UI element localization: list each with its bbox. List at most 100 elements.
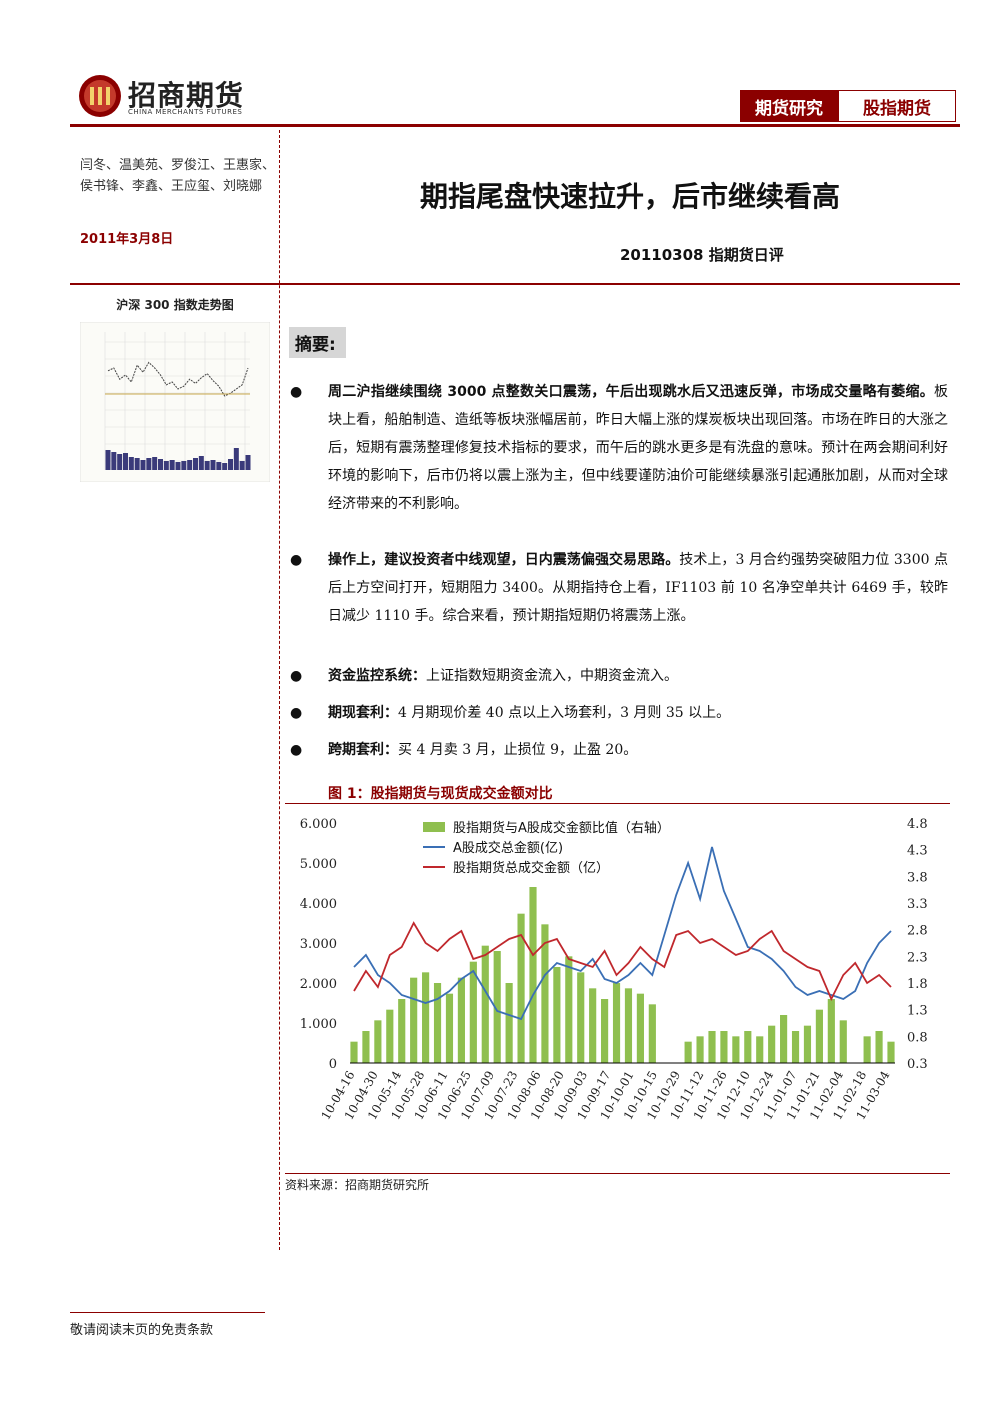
right-axis-tick-label: 1.3 [907, 1004, 928, 1019]
report-title: 期指尾盘快速拉升，后市继续看高 [419, 180, 840, 213]
mini-volume-bar [152, 457, 158, 470]
ratio-bar [398, 999, 406, 1063]
ratio-bar [815, 1009, 823, 1063]
ratio-bar [517, 913, 525, 1063]
summary-paragraph-strategy: 操作上，建议投资者中线观望，日内震荡偏强交易思路。技术上，3 月合约强势突破阻力… [328, 546, 948, 630]
ratio-bar [553, 967, 561, 1063]
mini-volume-bar [181, 461, 187, 470]
ratio-bar [541, 924, 549, 1063]
ratio-bar [720, 1031, 728, 1063]
tab-index-futures: 股指期货 [838, 90, 956, 122]
mini-volume-bar [210, 460, 216, 470]
ratio-bar [577, 972, 585, 1063]
bullet-body: 4 月期现价差 40 点以上入场套利，3 月则 35 以上。 [398, 705, 731, 721]
ratio-bar [684, 1041, 692, 1063]
left-axis-tick-label: 2.000 [300, 977, 337, 992]
ratio-bar [648, 1004, 656, 1063]
header-divider [70, 124, 960, 127]
figure-title: 图 1：股指期货与现货成交金额对比 [328, 786, 553, 802]
left-divider [70, 283, 280, 285]
mini-volume-bar [198, 456, 204, 470]
ratio-bar [612, 983, 621, 1063]
mini-volume-bar [187, 460, 193, 470]
right-axis-tick-label: 3.3 [907, 897, 928, 912]
right-axis-tick-label: 3.8 [907, 870, 928, 885]
ratio-bar [744, 1031, 752, 1063]
tab-futures-research: 期货研究 [740, 90, 838, 122]
ratio-bar [827, 999, 835, 1063]
bullet-lead: 跨期套利： [328, 742, 398, 758]
bullet-icon: ● [290, 742, 303, 758]
right-axis-tick-label: 4.3 [907, 844, 928, 859]
bullet-icon: ● [290, 705, 303, 721]
company-logo-english: CHINA MERCHANTS FUTURES [128, 108, 243, 116]
left-axis-tick-label: 3.000 [300, 937, 337, 952]
ratio-bar [601, 999, 609, 1063]
mini-volume-bar [169, 460, 175, 470]
mini-volume-bar [123, 453, 128, 470]
mini-volume-bar [140, 460, 146, 470]
ratio-bar [350, 1041, 358, 1063]
report-subtitle: 20110308 指期货日评 [620, 246, 784, 264]
mini-volume-bar [233, 448, 239, 470]
ratio-bar [362, 1031, 370, 1063]
summary-paragraph-market: 周二沪指继续围绕 3000 点整数关口震荡，午后出现跳水后又迅速反弹，市场成交量… [328, 378, 948, 518]
header-tabs: 期货研究 股指期货 [740, 90, 956, 124]
bullet-lead: 资金监控系统： [328, 668, 426, 684]
mini-volume-bar [245, 455, 251, 470]
mini-volume-bar [239, 461, 245, 470]
index-trend-chart [80, 322, 270, 482]
ratio-bar [863, 1036, 871, 1063]
bullet-body: 上证指数短期资金流入，中期资金流入。 [426, 668, 678, 684]
mini-volume-bar [222, 463, 228, 470]
index-chart-title: 沪深 300 指数走势图 [116, 298, 234, 312]
bullet-lead: 周二沪指继续围绕 3000 点整数关口震荡，午后出现跳水后又迅速反弹，市场成交量… [328, 384, 934, 400]
ratio-bar [732, 1036, 740, 1063]
mini-volume-bar [193, 458, 198, 470]
right-axis-tick-label: 1.8 [907, 977, 928, 992]
company-logo-text: 招商期货 [128, 79, 245, 112]
ratio-bar [636, 993, 644, 1063]
summary-paragraph-spread: 跨期套利：买 4 月卖 3 月，止损位 9，止盈 20。 [328, 736, 948, 764]
bullet-icon: ● [290, 668, 303, 684]
left-axis-tick-label: 4.000 [300, 897, 337, 912]
ratio-bar [624, 988, 633, 1063]
ratio-bar [780, 1015, 788, 1063]
futures-turnover-line [353, 921, 892, 1002]
a-share-turnover-line [353, 846, 892, 1021]
figure-top-rule [285, 803, 950, 804]
data-source: 资料来源：招商期货研究所 [285, 1178, 430, 1192]
ratio-bar [803, 1025, 812, 1063]
ratio-bar [469, 961, 477, 1063]
ratio-bar [589, 988, 597, 1063]
mini-volume-bar [134, 458, 140, 470]
legend-label: 股指期货与A股成交金额比值（右轴） [453, 820, 670, 836]
legend-label: 股指期货总成交金额（亿） [453, 860, 609, 876]
ratio-bar [386, 1009, 394, 1063]
publish-date: 2011年3月8日 [80, 232, 174, 247]
ratio-bar [875, 1031, 883, 1063]
ratio-bar [887, 1041, 895, 1063]
mini-volume-bar [228, 459, 233, 470]
author-list: 闫冬、温美苑、罗俊江、王惠家、侯书锋、李鑫、王应玺、刘晓娜 [80, 158, 276, 194]
bullet-body: 板块上看，船舶制造、造纸等板块涨幅居前，昨日大幅上涨的煤炭板块出现回落。市场在昨… [328, 384, 948, 512]
ratio-bar [565, 956, 573, 1063]
summary-paragraph-arbitrage: 期现套利：4 月期现价差 40 点以上入场套利，3 月则 35 以上。 [328, 699, 948, 727]
bullet-body: 技术上，3 月合约强势突破阻力位 3300 点后上方空间打开，短期阻力 3400… [328, 552, 949, 624]
right-axis-tick-label: 2.3 [907, 950, 928, 965]
left-axis-tick-label: 5.000 [300, 857, 337, 872]
footer-rule [70, 1312, 265, 1313]
ratio-bar [481, 945, 489, 1063]
left-axis-tick-label: 6.000 [300, 817, 337, 832]
left-axis-tick-label: 1.000 [300, 1017, 337, 1032]
mini-volume-bar [158, 459, 163, 470]
ratio-bar [410, 977, 418, 1063]
ratio-bar [445, 993, 454, 1063]
right-axis-tick-label: 0.3 [907, 1057, 928, 1072]
mini-volume-bar [204, 461, 210, 470]
ratio-bar [374, 1020, 382, 1063]
bullet-lead: 期现套利： [328, 705, 398, 721]
mini-volume-bar [128, 457, 134, 470]
summary-label: 摘要: [289, 327, 346, 358]
mini-volume-bar [175, 462, 181, 470]
